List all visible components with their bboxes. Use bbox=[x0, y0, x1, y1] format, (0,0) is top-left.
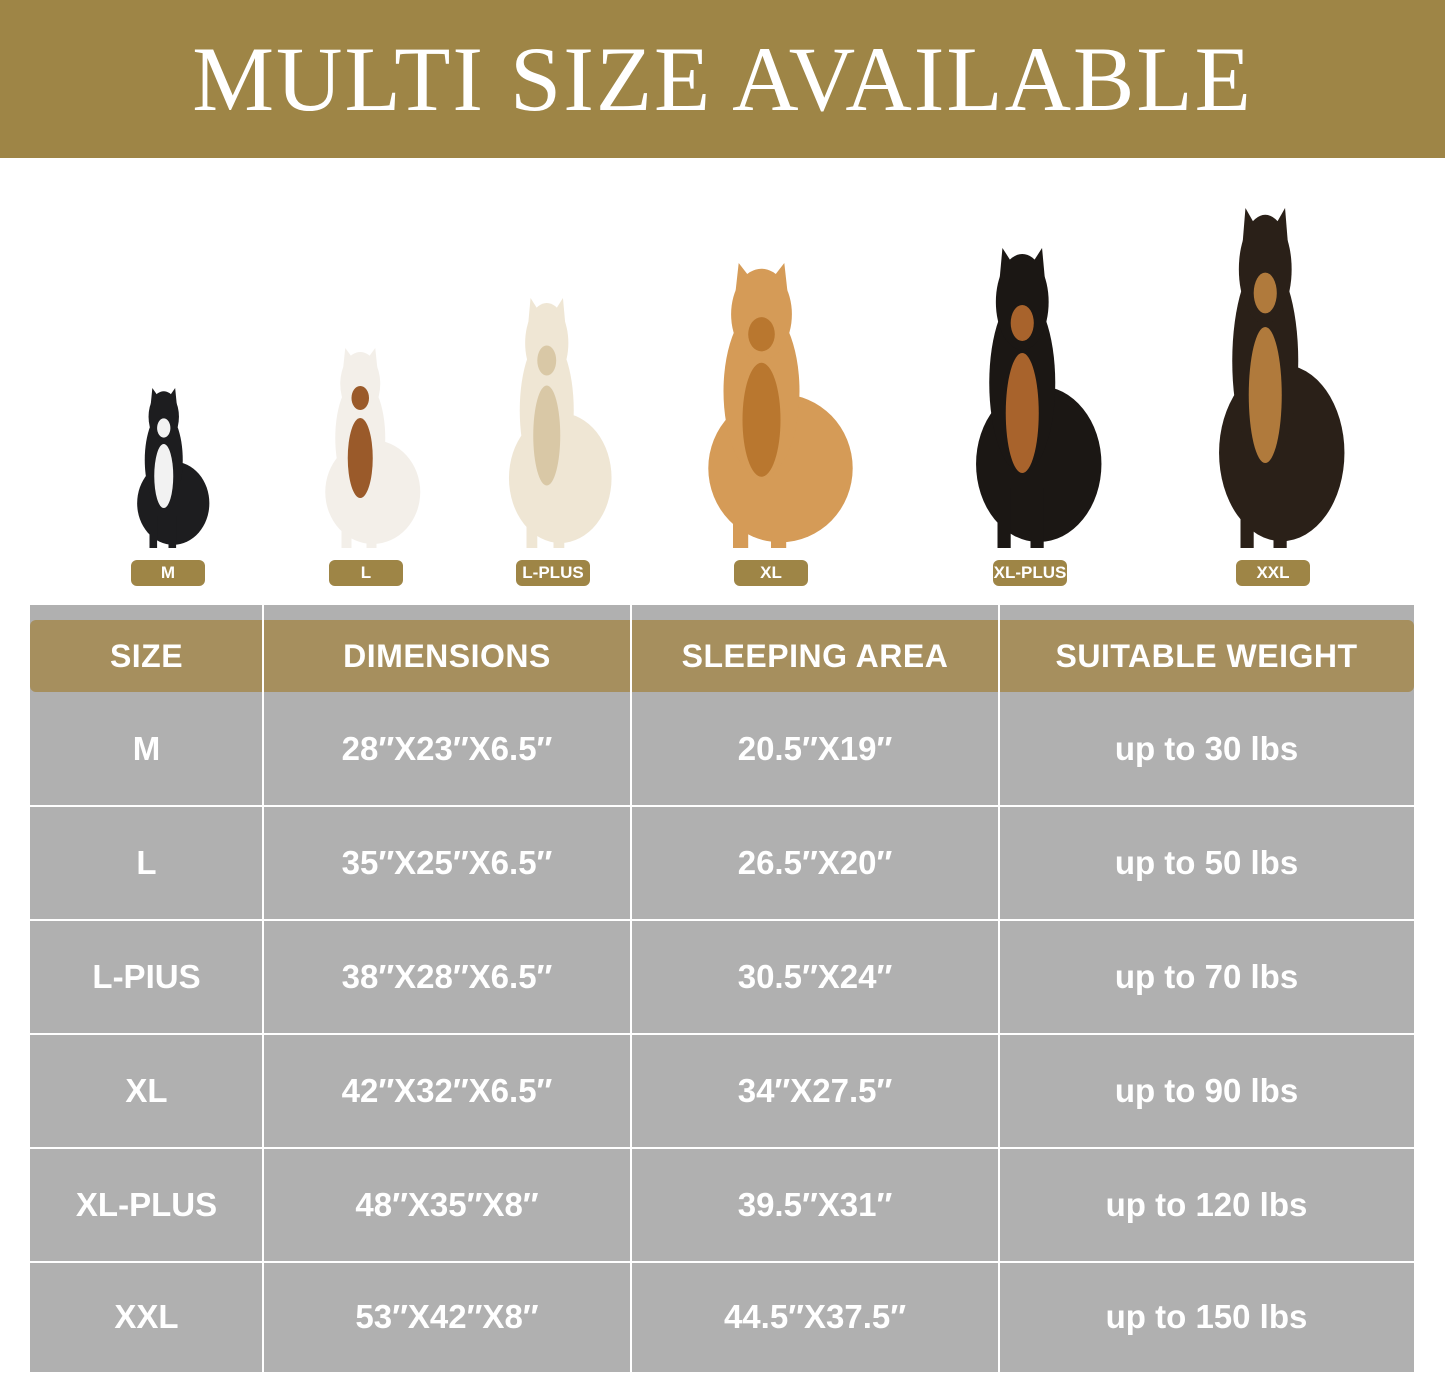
weight-cell: up to 90 lbs bbox=[1114, 1072, 1299, 1109]
weight-cell: up to 50 lbs bbox=[1114, 844, 1299, 881]
column-header: SLEEPING AREA bbox=[681, 637, 949, 674]
column-header: SUITABLE WEIGHT bbox=[1055, 637, 1358, 674]
title-banner: MULTI SIZE AVAILABLE bbox=[0, 0, 1445, 158]
row-divider bbox=[30, 1033, 1414, 1035]
size-label-m: M bbox=[131, 560, 205, 586]
german-shepherd-icon bbox=[1218, 208, 1344, 548]
beagle-icon bbox=[324, 348, 420, 548]
golden-retriever-icon bbox=[708, 263, 853, 548]
size-cell: XXL bbox=[114, 1298, 179, 1335]
column-divider bbox=[262, 605, 264, 1372]
sleeping-area-cell: 44.5″X37.5″ bbox=[723, 1298, 907, 1335]
dimensions-cell: 48″X35″X8″ bbox=[355, 1186, 539, 1223]
column-header: DIMENSIONS bbox=[343, 637, 551, 674]
sleeping-area-cell: 30.5″X24″ bbox=[737, 958, 893, 995]
sleeping-area-cell: 20.5″X19″ bbox=[737, 730, 893, 767]
french-bulldog-icon bbox=[136, 388, 209, 548]
sleeping-area-cell: 39.5″X31″ bbox=[737, 1186, 893, 1223]
size-cell: L bbox=[136, 844, 157, 881]
size-cell: L-PIUS bbox=[92, 958, 201, 995]
dimensions-cell: 42″X32″X6.5″ bbox=[341, 1072, 553, 1109]
size-cell: XL-PLUS bbox=[75, 1186, 218, 1223]
row-divider bbox=[30, 805, 1414, 807]
dimensions-cell: 35″X25″X6.5″ bbox=[341, 844, 553, 881]
size-label-xl-plus: XL-PLUS bbox=[993, 560, 1067, 586]
sleeping-area-cell: 34″X27.5″ bbox=[737, 1072, 893, 1109]
size-label-xxl: XXL bbox=[1236, 560, 1310, 586]
dog-size-illustrations: M L L-PLUS XL XL-PLUS XXL bbox=[0, 200, 1445, 600]
column-divider bbox=[630, 605, 632, 1372]
row-divider bbox=[30, 1147, 1414, 1149]
column-header: SIZE bbox=[109, 637, 184, 674]
doberman-icon bbox=[975, 248, 1101, 548]
dimensions-cell: 38″X28″X6.5″ bbox=[341, 958, 553, 995]
weight-cell: up to 120 lbs bbox=[1105, 1186, 1308, 1223]
weight-cell: up to 150 lbs bbox=[1105, 1298, 1308, 1335]
row-divider bbox=[30, 1261, 1414, 1263]
size-label-xl: XL bbox=[734, 560, 808, 586]
size-cell: M bbox=[132, 730, 161, 767]
size-label-l-plus: L-PLUS bbox=[516, 560, 590, 586]
dimensions-cell: 28″X23″X6.5″ bbox=[341, 730, 553, 767]
weight-cell: up to 70 lbs bbox=[1114, 958, 1299, 995]
column-divider bbox=[998, 605, 1000, 1372]
row-divider bbox=[30, 919, 1414, 921]
table-header bbox=[30, 620, 1414, 692]
sleeping-area-cell: 26.5″X20″ bbox=[737, 844, 893, 881]
weight-cell: up to 30 lbs bbox=[1114, 730, 1299, 767]
labrador-icon bbox=[508, 298, 612, 548]
size-cell: XL bbox=[125, 1072, 168, 1109]
size-label-l: L bbox=[329, 560, 403, 586]
page-title: MULTI SIZE AVAILABLE bbox=[192, 28, 1253, 130]
size-table: SIZE DIMENSIONS SLEEPING AREA SUITABLE WEIG… bbox=[30, 605, 1414, 1372]
dimensions-cell: 53″X42″X8″ bbox=[355, 1298, 539, 1335]
